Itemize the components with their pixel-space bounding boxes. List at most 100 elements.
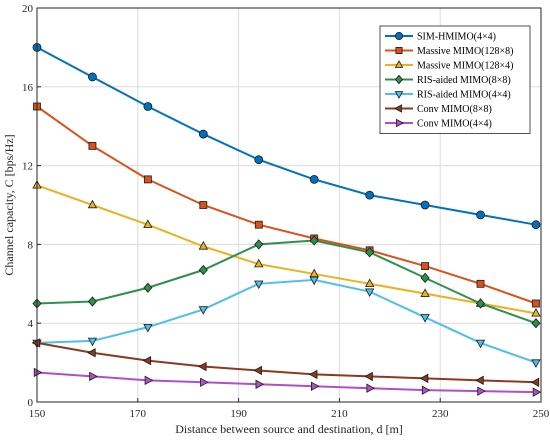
data-point: [88, 141, 97, 150]
data-point: [198, 241, 208, 250]
data-point: [395, 47, 403, 55]
legend-item: RIS-aided MIMO(8×8): [385, 74, 511, 86]
y-tick-label: 12: [22, 161, 33, 173]
data-point: [365, 190, 375, 200]
data-point: [144, 375, 154, 386]
data-point: [420, 314, 430, 323]
data-point: [88, 72, 97, 82]
legend-label: Conv MIMO(8×8): [417, 104, 492, 115]
data-point: [87, 348, 96, 358]
data-point: [253, 365, 262, 376]
data-point: [199, 201, 208, 209]
series-layer: [31, 43, 542, 397]
data-point: [364, 371, 373, 382]
data-point: [309, 235, 319, 246]
x-tick-label: 150: [29, 408, 46, 420]
data-point: [420, 272, 430, 283]
data-point: [87, 199, 98, 209]
data-point: [142, 355, 152, 366]
series-line: [36, 105, 537, 305]
y-tick-label: 4: [28, 318, 34, 330]
data-point: [421, 385, 431, 395]
data-point: [475, 339, 486, 349]
series-2: [33, 102, 540, 308]
data-point: [476, 210, 485, 220]
data-point: [419, 373, 429, 384]
x-tick-label: 230: [432, 408, 449, 420]
legend-label: RIS-aided MIMO(8×8): [417, 75, 511, 86]
data-point: [143, 282, 153, 293]
data-point: [394, 74, 404, 85]
data-point: [200, 377, 209, 387]
data-point: [309, 174, 319, 184]
data-point: [143, 102, 153, 111]
series-line: [36, 371, 536, 394]
series-line: [36, 46, 537, 226]
data-point: [310, 381, 320, 391]
series-7: [33, 367, 542, 397]
data-point: [531, 220, 541, 230]
legend-item: Conv MIMO(8×8): [385, 104, 492, 115]
data-point: [89, 371, 98, 382]
data-point: [394, 91, 404, 99]
data-point: [476, 279, 485, 288]
y-tick-label: 0: [28, 397, 34, 409]
legend-item: Massive MIMO(128×8): [385, 46, 513, 57]
ticks: 150 170 190 210 230 250 0 4 8 12 16 20: [22, 3, 550, 420]
data-point: [532, 387, 542, 397]
data-point: [365, 247, 375, 258]
series-line: [36, 341, 536, 384]
data-point: [33, 367, 43, 378]
y-tick-label: 20: [22, 3, 34, 15]
y-axis-label: Channel capacity, C [bps/Hz]: [2, 134, 16, 275]
data-point: [308, 369, 318, 380]
legend-label: SIM-HMIMO(4×4): [417, 32, 496, 43]
series-5: [32, 276, 541, 368]
data-point: [394, 60, 404, 68]
data-point: [143, 219, 153, 228]
y-tick-label: 8: [28, 239, 34, 251]
x-tick-label: 250: [533, 408, 550, 420]
data-point: [254, 239, 264, 250]
series-line: [36, 239, 537, 325]
data-point: [198, 129, 208, 139]
series-line: [36, 184, 537, 315]
data-point: [475, 298, 486, 309]
legend-item: Conv MIMO(4×4): [385, 119, 492, 130]
data-point: [198, 306, 208, 315]
x-tick-label: 190: [230, 408, 247, 420]
data-point: [364, 278, 375, 288]
data-point: [394, 104, 402, 113]
data-point: [254, 280, 264, 290]
data-point: [396, 118, 404, 128]
legend: SIM-HMIMO(4×4) Massive MIMO(128×8) Massive…: [379, 25, 531, 134]
data-point: [143, 175, 152, 184]
x-tick-label: 170: [130, 408, 147, 420]
series-3: [32, 179, 541, 317]
legend-label: Massive MIMO(128×8): [417, 46, 513, 57]
series-line: [36, 278, 537, 364]
data-point: [254, 155, 264, 165]
data-point: [364, 288, 375, 298]
data-point: [366, 383, 375, 393]
series-1: [32, 43, 541, 230]
data-point: [532, 299, 540, 308]
data-point: [254, 220, 263, 229]
series-4: [32, 235, 541, 329]
data-point: [531, 359, 541, 368]
data-point: [198, 264, 208, 276]
data-point: [31, 338, 41, 348]
plot-frame: [36, 7, 542, 403]
legend-item: Massive MIMO(128×4): [385, 60, 513, 72]
data-point: [197, 361, 207, 372]
data-point: [143, 323, 153, 333]
data-point: [531, 318, 541, 329]
data-point: [420, 288, 430, 297]
data-point: [254, 258, 264, 268]
data-point: [530, 377, 540, 387]
data-point: [394, 32, 403, 41]
data-point: [309, 276, 319, 286]
legend-label: RIS-aided MIMO(4×4): [417, 90, 511, 101]
y-tick-label: 16: [22, 82, 34, 94]
